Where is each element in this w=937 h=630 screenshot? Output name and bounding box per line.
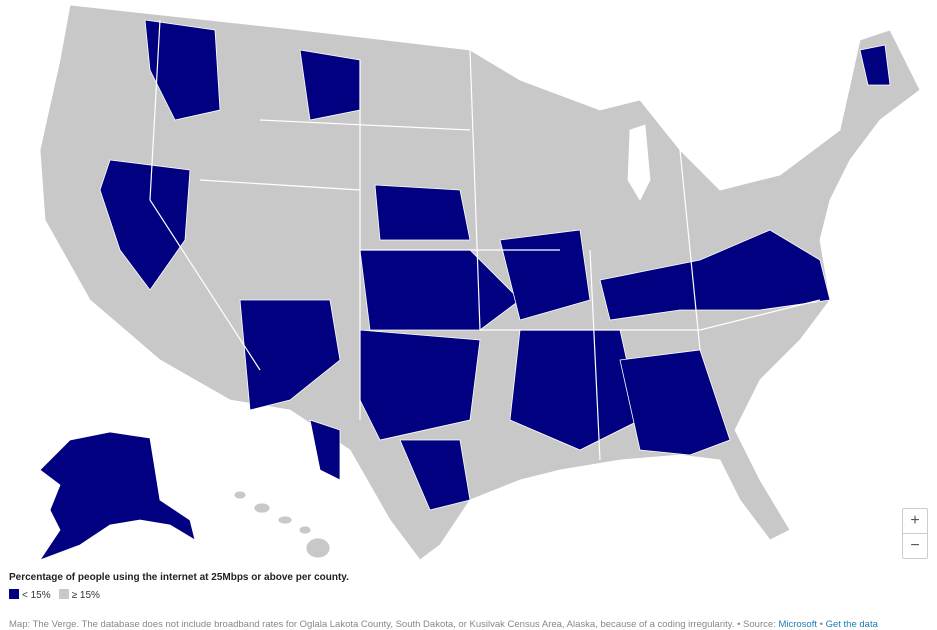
source-link[interactable]: Microsoft: [778, 619, 817, 630]
separator: •: [737, 619, 741, 630]
zoom-out[interactable]: −: [903, 533, 927, 558]
legend-title: Percentage of people using the internet …: [9, 572, 349, 583]
zoom-control: + −: [902, 508, 928, 559]
zoom-in[interactable]: +: [910, 512, 920, 529]
legend: < 15% ≥ 15%: [9, 589, 100, 601]
legend-label: < 15%: [22, 590, 51, 601]
legend-swatch: [58, 589, 69, 599]
hawaii: [233, 490, 331, 559]
map-shapes: [38, 4, 921, 561]
lake-michigan: [627, 124, 651, 201]
map: [38, 4, 921, 561]
legend-item: ≥ 15%: [58, 589, 100, 601]
state-borders: [149, 19, 821, 461]
low-access-counties: [99, 19, 891, 511]
source-note: Map: The Verge. The database does not in…: [9, 619, 878, 630]
legend-item: < 15%: [9, 589, 51, 601]
legend-swatch: [9, 589, 19, 599]
source-prefix: Source:: [743, 619, 776, 630]
data-link[interactable]: Get the data: [825, 619, 878, 630]
legend-label: ≥ 15%: [71, 590, 100, 601]
separator: •: [819, 619, 823, 630]
note-text: Map: The Verge. The database does not in…: [9, 619, 735, 630]
alaska: [38, 431, 196, 561]
